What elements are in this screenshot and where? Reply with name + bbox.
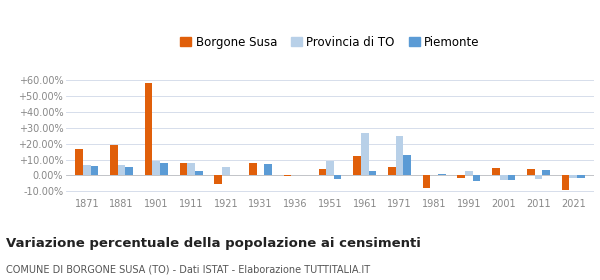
Bar <box>118 165 125 175</box>
Bar <box>222 167 230 175</box>
Bar <box>562 175 569 190</box>
Bar <box>403 155 411 175</box>
Bar <box>334 175 341 179</box>
Bar <box>125 167 133 175</box>
Bar <box>249 164 257 175</box>
Bar <box>353 156 361 175</box>
Bar <box>265 164 272 175</box>
Bar <box>388 167 395 175</box>
Bar <box>110 145 118 175</box>
Bar <box>577 175 584 178</box>
Bar <box>76 149 83 175</box>
Bar <box>91 166 98 175</box>
Bar <box>368 171 376 175</box>
Bar <box>214 175 222 184</box>
Bar <box>423 175 430 188</box>
Bar <box>83 165 91 175</box>
Bar <box>542 170 550 175</box>
Bar <box>457 175 465 178</box>
Bar <box>395 136 403 175</box>
Bar <box>492 168 500 175</box>
Bar <box>535 175 542 179</box>
Bar <box>527 169 535 175</box>
Bar <box>284 175 292 176</box>
Bar <box>361 133 368 175</box>
Bar <box>145 83 152 175</box>
Bar <box>319 169 326 175</box>
Bar <box>160 164 168 175</box>
Bar <box>473 175 481 181</box>
Bar <box>569 175 577 178</box>
Text: Variazione percentuale della popolazione ai censimenti: Variazione percentuale della popolazione… <box>6 237 421 249</box>
Bar <box>152 161 160 175</box>
Bar <box>438 174 446 175</box>
Text: COMUNE DI BORGONE SUSA (TO) - Dati ISTAT - Elaborazione TUTTITALIA.IT: COMUNE DI BORGONE SUSA (TO) - Dati ISTAT… <box>6 265 370 275</box>
Bar <box>195 171 203 175</box>
Bar <box>326 161 334 175</box>
Bar <box>508 175 515 180</box>
Legend: Borgone Susa, Provincia di TO, Piemonte: Borgone Susa, Provincia di TO, Piemonte <box>175 31 485 53</box>
Bar <box>179 164 187 175</box>
Bar <box>187 164 195 175</box>
Bar <box>500 175 508 180</box>
Bar <box>465 171 473 175</box>
